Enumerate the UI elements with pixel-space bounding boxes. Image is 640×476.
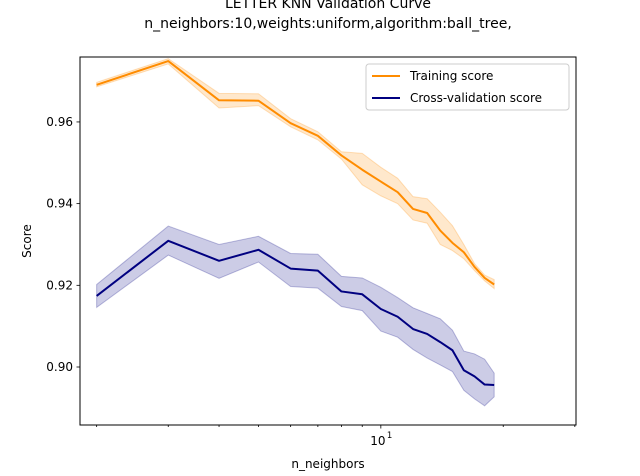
cross-validation-score-line — [96, 239, 495, 386]
x-axis-ticks: 10 1 — [96, 425, 576, 448]
legend-label: Training score — [409, 69, 493, 83]
y-tick-label: 0.90 — [46, 360, 73, 374]
y-tick-label: 0.94 — [46, 197, 73, 211]
x-axis-label: n_neighbors — [291, 457, 364, 471]
x-tick-exponent: 1 — [387, 431, 392, 441]
legend-label: Cross-validation score — [410, 91, 542, 105]
confidence-bands — [96, 58, 495, 407]
plot-area-frame — [79, 56, 577, 426]
y-axis-ticks: 0.90 0.92 0.94 0.96 — [46, 115, 80, 374]
training-score-band — [96, 58, 495, 290]
legend: Training score Cross-validation score — [365, 63, 570, 111]
chart-title: LETTER KNN Validation Curve — [225, 0, 431, 12]
y-tick-label: 0.92 — [46, 278, 73, 292]
training-score-line — [96, 60, 495, 286]
y-tick-label: 0.96 — [46, 115, 73, 129]
cross-validation-score-band — [96, 225, 495, 407]
x-tick-label: 10 — [370, 434, 385, 448]
y-axis-label: Score — [20, 224, 34, 258]
chart-subtitle: n_neighbors:10,weights:uniform,algorithm… — [144, 16, 512, 32]
score-lines — [96, 60, 495, 386]
legend-box — [365, 63, 570, 111]
